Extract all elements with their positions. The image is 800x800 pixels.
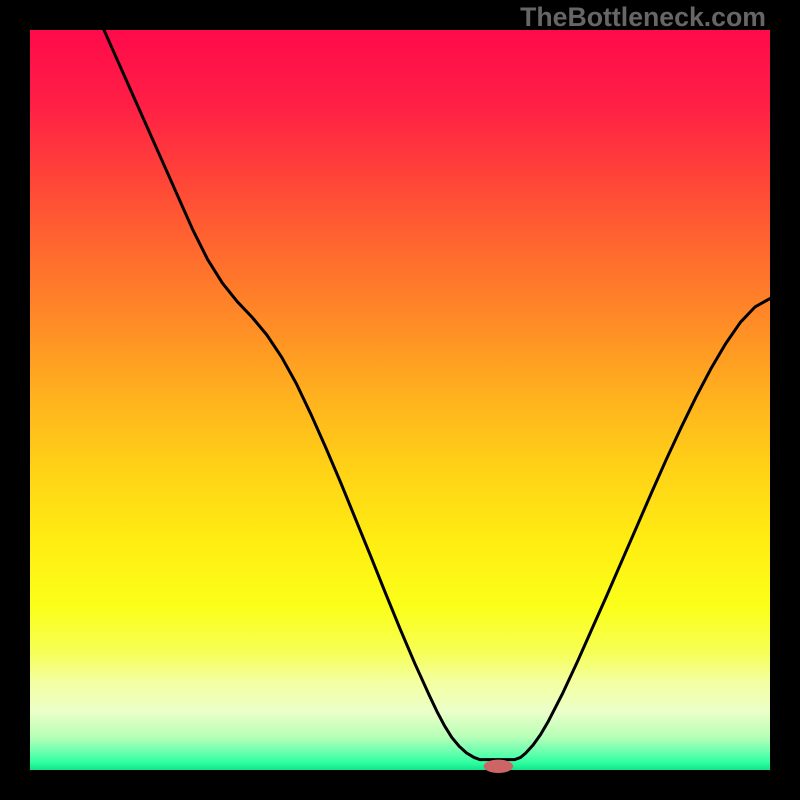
target-marker [484, 760, 514, 773]
plot-background [30, 30, 770, 770]
bottleneck-chart [0, 0, 800, 800]
chart-stage: TheBottleneck.com [0, 0, 800, 800]
